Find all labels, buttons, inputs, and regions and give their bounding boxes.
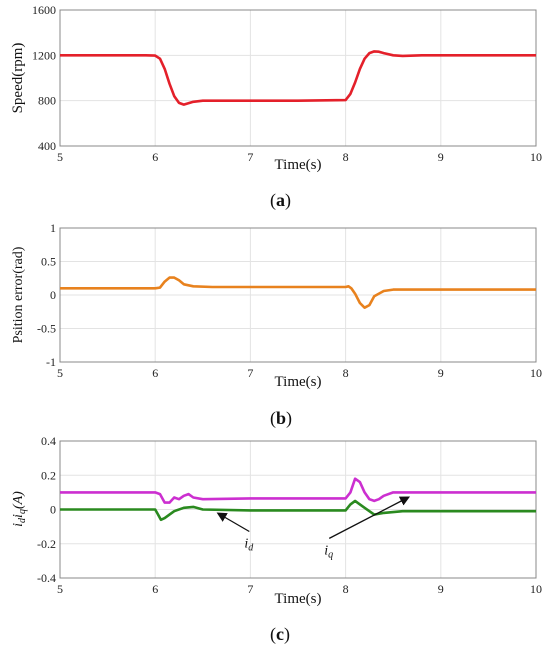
- x-tick-label: 10: [530, 366, 542, 380]
- grid-b: [59, 227, 537, 363]
- series-line-iq: [60, 477, 536, 504]
- y-tick-label: -0.5: [37, 322, 56, 336]
- y-axis-label-c: idiq(A): [11, 491, 28, 527]
- x-tick-labels-c: 5 6 7 8 9 10: [57, 582, 542, 596]
- x-tick-label: 9: [438, 366, 444, 380]
- x-axis-label-c: Time(s): [275, 591, 322, 607]
- x-tick-label: 8: [343, 150, 349, 164]
- annotation-arrow: [216, 512, 250, 533]
- x-tick-labels-a: 5 6 7 8 9 10: [57, 150, 542, 164]
- annotation-label: id: [244, 537, 254, 554]
- panel-label-a: (a): [270, 190, 291, 211]
- y-tick-label: 400: [38, 139, 56, 153]
- series-c: [60, 477, 536, 522]
- x-tick-label: 5: [57, 366, 63, 380]
- y-tick-labels-c: -0.4 -0.2 0 0.2 0.4: [37, 434, 56, 585]
- y-tick-label: -0.2: [37, 537, 56, 551]
- x-tick-label: 6: [152, 582, 158, 596]
- y-tick-labels-b: -1 -0.5 0 0.5 1: [37, 221, 56, 369]
- series-b: [60, 276, 536, 310]
- x-tick-label: 7: [247, 582, 253, 596]
- y-tick-label: 1: [50, 221, 56, 235]
- x-tick-label: 7: [247, 366, 253, 380]
- x-tick-label: 8: [343, 582, 349, 596]
- series-line: [60, 50, 536, 106]
- y-tick-label: -0.4: [37, 571, 56, 585]
- panel-label-b: (b): [270, 408, 292, 429]
- panel-label-c: (c): [270, 624, 290, 645]
- x-tick-label: 9: [438, 150, 444, 164]
- x-tick-labels-b: 5 6 7 8 9 10: [57, 366, 542, 380]
- x-tick-label: 10: [530, 582, 542, 596]
- chart-b: 5 6 7 8 9 10 -1 -0.5 0 0.5 1 Time(s) Psition erro…: [11, 221, 542, 429]
- y-tick-label: 0.4: [41, 434, 56, 448]
- y-tick-labels-a: 400 800 1200 1600: [32, 3, 56, 153]
- y-tick-label: 1200: [32, 48, 56, 62]
- y-axis-label-a: Speed(rpm): [10, 43, 26, 114]
- y-tick-label: -1: [46, 355, 56, 369]
- x-tick-label: 6: [152, 366, 158, 380]
- grid-a: [59, 9, 537, 147]
- chart-c: 5 6 7 8 9 10 -0.4-0.200.20.4 Time(s) idiq(A) …: [11, 434, 542, 645]
- y-tick-label: 0: [50, 288, 56, 302]
- plot-frame-b: [59, 227, 537, 363]
- series-line-id: [60, 499, 536, 522]
- x-axis-label-b: Time(s): [275, 374, 322, 390]
- series-line: [60, 276, 536, 310]
- y-tick-label: 800: [38, 94, 56, 108]
- x-tick-label: 6: [152, 150, 158, 164]
- chart-a: 5 6 7 8 9 10 400 800 1200 1600 Time(s) Speed(rpm…: [10, 3, 542, 211]
- x-tick-label: 10: [530, 150, 542, 164]
- annotation-arrow: [328, 496, 411, 539]
- y-tick-label: 0.2: [41, 468, 56, 482]
- y-tick-label: 0.5: [41, 255, 56, 269]
- y-axis-label-b: Psition error(rad): [11, 246, 26, 343]
- plot-frame-a: [59, 9, 537, 147]
- series-a: [60, 50, 536, 106]
- annotations-c: id iq: [216, 496, 411, 560]
- x-tick-label: 9: [438, 582, 444, 596]
- x-tick-label: 5: [57, 150, 63, 164]
- x-tick-label: 7: [247, 150, 253, 164]
- annotation-label: iq: [324, 543, 333, 560]
- x-axis-label-a: Time(s): [275, 157, 322, 173]
- y-tick-label: 0: [50, 503, 56, 517]
- y-tick-label: 1600: [32, 3, 56, 17]
- x-tick-label: 5: [57, 582, 63, 596]
- x-tick-label: 8: [343, 366, 349, 380]
